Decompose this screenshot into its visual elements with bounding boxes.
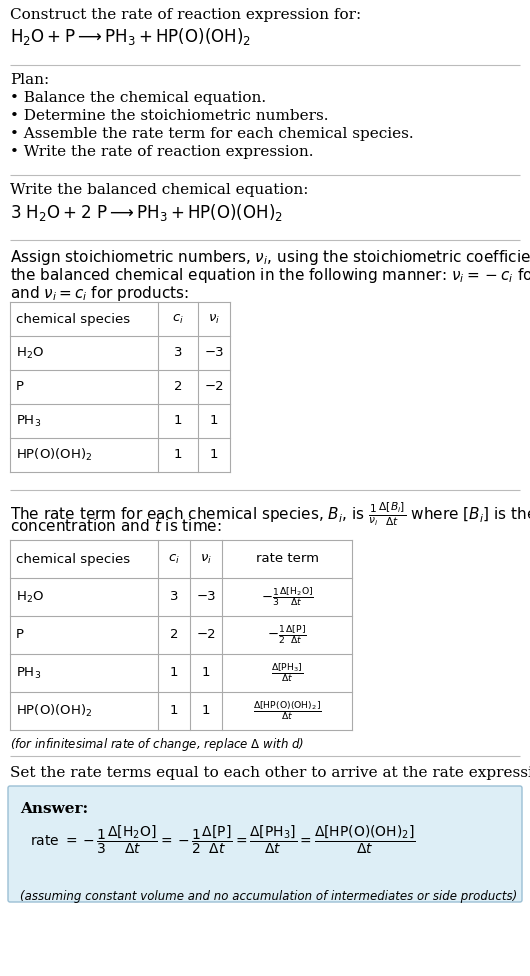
Text: 1: 1 <box>202 705 210 717</box>
Text: P: P <box>16 629 24 641</box>
Text: 1: 1 <box>210 449 218 462</box>
Text: • Write the rate of reaction expression.: • Write the rate of reaction expression. <box>10 145 314 159</box>
Text: Set the rate terms equal to each other to arrive at the rate expression:: Set the rate terms equal to each other t… <box>10 766 530 780</box>
Text: $\nu_i$: $\nu_i$ <box>208 312 220 326</box>
Text: (for infinitesimal rate of change, replace $\Delta$ with $d$): (for infinitesimal rate of change, repla… <box>10 736 304 753</box>
Text: $\frac{\Delta[\mathrm{HP(O)(OH)_2}]}{\Delta t}$: $\frac{\Delta[\mathrm{HP(O)(OH)_2}]}{\De… <box>253 700 321 722</box>
Text: • Balance the chemical equation.: • Balance the chemical equation. <box>10 91 266 105</box>
Text: $\mathrm{H_2O}$: $\mathrm{H_2O}$ <box>16 590 44 604</box>
Text: −3: −3 <box>196 590 216 603</box>
Text: Answer:: Answer: <box>20 802 88 816</box>
Text: Assign stoichiometric numbers, $\nu_i$, using the stoichiometric coefficients, $: Assign stoichiometric numbers, $\nu_i$, … <box>10 248 530 267</box>
Text: 1: 1 <box>174 449 182 462</box>
Text: 2: 2 <box>174 381 182 393</box>
Text: $\nu_i$: $\nu_i$ <box>200 552 212 565</box>
Text: $\mathrm{HP(O)(OH)_2}$: $\mathrm{HP(O)(OH)_2}$ <box>16 703 92 719</box>
Text: 1: 1 <box>170 667 178 679</box>
Text: • Assemble the rate term for each chemical species.: • Assemble the rate term for each chemic… <box>10 127 413 141</box>
Text: $c_i$: $c_i$ <box>172 312 184 326</box>
Text: −2: −2 <box>204 381 224 393</box>
Text: 1: 1 <box>210 415 218 427</box>
Text: −2: −2 <box>196 629 216 641</box>
Text: and $\nu_i = c_i$ for products:: and $\nu_i = c_i$ for products: <box>10 284 189 303</box>
Text: the balanced chemical equation in the following manner: $\nu_i = -c_i$ for react: the balanced chemical equation in the fo… <box>10 266 530 285</box>
Text: −3: −3 <box>204 346 224 359</box>
Text: $c_i$: $c_i$ <box>168 552 180 565</box>
Text: • Determine the stoichiometric numbers.: • Determine the stoichiometric numbers. <box>10 109 329 123</box>
Text: $\mathrm{H_2O}$: $\mathrm{H_2O}$ <box>16 346 44 360</box>
Text: Write the balanced chemical equation:: Write the balanced chemical equation: <box>10 183 308 197</box>
Text: 2: 2 <box>170 629 178 641</box>
Text: $-\frac{1}{3}\frac{\Delta[\mathrm{H_2O}]}{\Delta t}$: $-\frac{1}{3}\frac{\Delta[\mathrm{H_2O}]… <box>261 586 313 608</box>
Text: chemical species: chemical species <box>16 312 130 326</box>
FancyBboxPatch shape <box>8 786 522 902</box>
Text: $\mathrm{PH_3}$: $\mathrm{PH_3}$ <box>16 666 41 680</box>
Text: $\mathrm{HP(O)(OH)_2}$: $\mathrm{HP(O)(OH)_2}$ <box>16 447 92 463</box>
Text: 1: 1 <box>174 415 182 427</box>
Text: 1: 1 <box>202 667 210 679</box>
Text: chemical species: chemical species <box>16 552 130 565</box>
Text: 3: 3 <box>170 590 178 603</box>
Text: $-\frac{1}{2}\frac{\Delta[\mathrm{P}]}{\Delta t}$: $-\frac{1}{2}\frac{\Delta[\mathrm{P}]}{\… <box>267 624 307 646</box>
Text: (assuming constant volume and no accumulation of intermediates or side products): (assuming constant volume and no accumul… <box>20 890 517 903</box>
Text: concentration and $t$ is time:: concentration and $t$ is time: <box>10 518 222 534</box>
Text: The rate term for each chemical species, $B_i$, is $\frac{1}{\nu_i}\frac{\Delta[: The rate term for each chemical species,… <box>10 500 530 528</box>
Text: Plan:: Plan: <box>10 73 49 87</box>
Text: $\mathrm{3\ H_2O + 2\ P \longrightarrow PH_3 + HP(O)(OH)_2}$: $\mathrm{3\ H_2O + 2\ P \longrightarrow … <box>10 202 283 223</box>
Text: rate $= -\dfrac{1}{3}\dfrac{\Delta[\mathrm{H_2O}]}{\Delta t} = -\dfrac{1}{2}\dfr: rate $= -\dfrac{1}{3}\dfrac{\Delta[\math… <box>30 824 416 856</box>
Text: $\mathrm{H_2O + P \longrightarrow PH_3 + HP(O)(OH)_2}$: $\mathrm{H_2O + P \longrightarrow PH_3 +… <box>10 26 251 47</box>
Text: 3: 3 <box>174 346 182 359</box>
Text: rate term: rate term <box>255 552 319 565</box>
Text: Construct the rate of reaction expression for:: Construct the rate of reaction expressio… <box>10 8 361 22</box>
Text: P: P <box>16 381 24 393</box>
Text: $\frac{\Delta[\mathrm{PH_3}]}{\Delta t}$: $\frac{\Delta[\mathrm{PH_3}]}{\Delta t}$ <box>271 662 303 684</box>
Text: $\mathrm{PH_3}$: $\mathrm{PH_3}$ <box>16 414 41 428</box>
Text: 1: 1 <box>170 705 178 717</box>
